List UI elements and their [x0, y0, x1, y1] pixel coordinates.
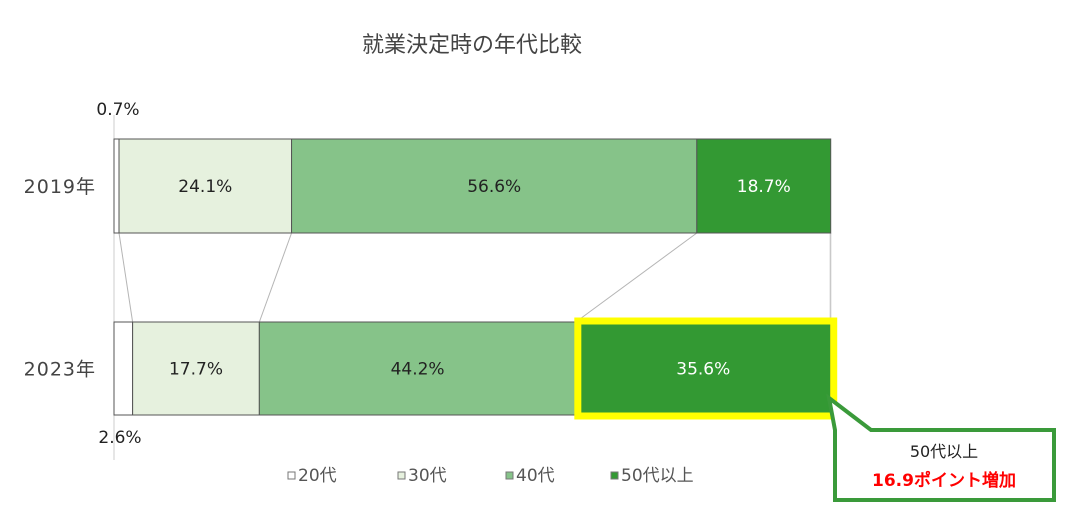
- legend-label-30: 30代: [408, 466, 447, 486]
- bar-0-30: [118, 138, 293, 234]
- highlight-box: [574, 317, 838, 420]
- segment-labels: 0.7% 24.1% 56.6% 18.7% 2.6% 17.7% 44.2% 35.6%: [96, 100, 790, 448]
- callout-shape: [826, 393, 1056, 502]
- series-connector-lines: [118, 232, 832, 323]
- callout-line1: 50代以上: [910, 442, 978, 461]
- category-label-1: 2023年: [24, 359, 96, 381]
- callout: 50代以上 16.9ポイント増加: [826, 393, 1056, 502]
- connector-20: [118, 232, 134, 323]
- bars: [113, 115, 832, 460]
- bar-0-40: [291, 138, 698, 234]
- highlight: [574, 317, 838, 420]
- chart-title: 就業決定時の年代比較: [362, 33, 582, 58]
- data-label-0-2: 56.6%: [467, 177, 521, 197]
- data-label-0-1: 24.1%: [178, 177, 232, 197]
- bar-1-40: [258, 321, 577, 416]
- category-labels: 2019年 2023年: [24, 176, 96, 381]
- data-label-1-1: 17.7%: [169, 360, 223, 380]
- bar-1-30: [132, 321, 260, 416]
- connector-40: [575, 232, 698, 323]
- legend-label-40: 40代: [516, 466, 555, 486]
- bar-0-50: [696, 138, 832, 234]
- data-label-1-2: 44.2%: [391, 360, 445, 380]
- legend-swatch-50: [610, 471, 619, 480]
- legend-swatch-40: [505, 471, 514, 480]
- data-label-1-3: 35.6%: [676, 360, 730, 380]
- legend-swatch-20: [287, 471, 296, 480]
- bar-1-20: [113, 321, 134, 416]
- connector-30: [258, 232, 293, 323]
- legend: 20代 30代 40代 50代以上: [287, 466, 694, 486]
- bar-0-20: [113, 138, 120, 234]
- legend-label-20: 20代: [298, 466, 337, 486]
- callout-line2: 16.9ポイント増加: [872, 470, 1016, 491]
- legend-swatch-30: [397, 471, 406, 480]
- data-label-1-0: 2.6%: [98, 428, 141, 448]
- data-label-0-3: 18.7%: [737, 177, 791, 197]
- category-label-0: 2019年: [24, 176, 96, 198]
- legend-label-50: 50代以上: [621, 466, 694, 486]
- data-label-0-0: 0.7%: [96, 100, 139, 120]
